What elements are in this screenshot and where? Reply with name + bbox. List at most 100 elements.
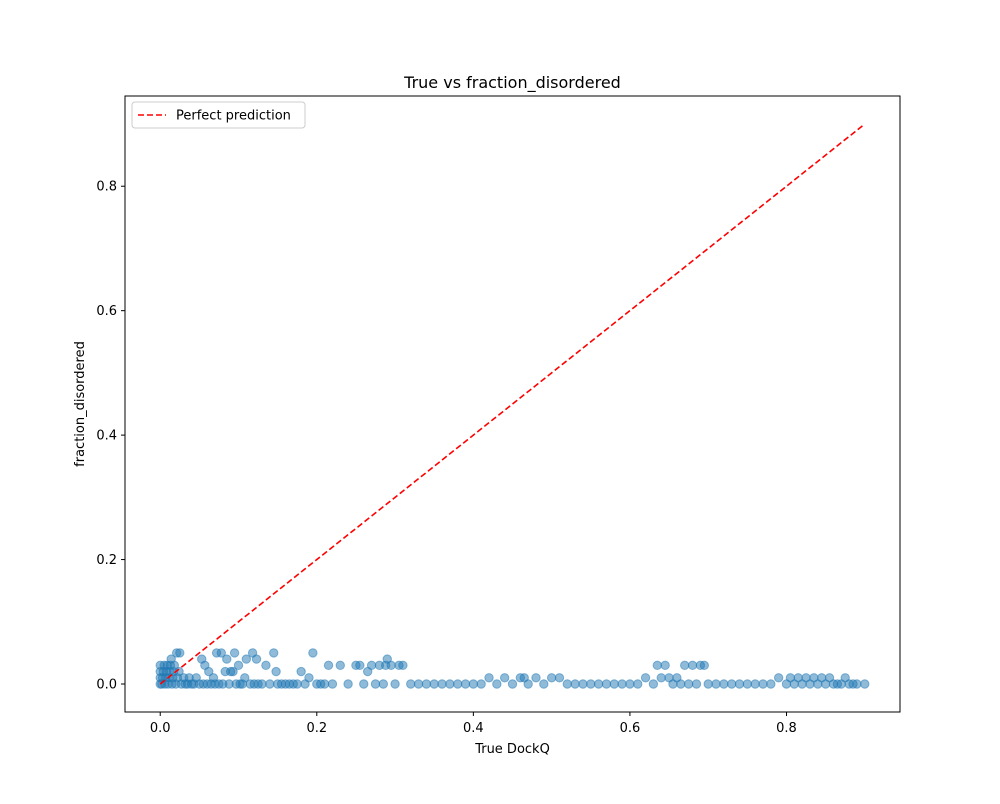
data-point bbox=[271, 666, 281, 677]
data-point bbox=[445, 679, 455, 689]
data-point bbox=[453, 679, 463, 689]
chart-title: True vs fraction_disordered bbox=[403, 73, 621, 93]
perfect-prediction-line bbox=[159, 123, 866, 685]
data-point bbox=[437, 679, 447, 689]
data-point bbox=[216, 648, 226, 658]
data-point bbox=[719, 679, 729, 689]
data-point bbox=[229, 648, 240, 658]
data-point bbox=[366, 660, 377, 671]
data-point bbox=[359, 679, 369, 689]
data-point bbox=[648, 679, 659, 689]
data-point bbox=[742, 679, 753, 689]
data-point bbox=[398, 660, 408, 671]
data-point bbox=[860, 679, 870, 689]
data-point bbox=[499, 673, 510, 683]
data-point bbox=[292, 679, 302, 689]
y-tick-label: 0.8 bbox=[96, 180, 117, 195]
data-point bbox=[531, 673, 541, 683]
data-point bbox=[660, 660, 670, 671]
data-point bbox=[175, 648, 185, 658]
data-point bbox=[265, 679, 275, 689]
x-tick-label: 0.2 bbox=[306, 721, 327, 736]
data-point bbox=[319, 679, 330, 689]
y-tick-label: 0.2 bbox=[96, 553, 117, 568]
data-point bbox=[586, 679, 596, 689]
data-point bbox=[683, 679, 694, 689]
data-point bbox=[492, 679, 502, 689]
x-tick-label: 0.0 bbox=[150, 721, 171, 736]
data-point bbox=[261, 660, 271, 671]
data-point bbox=[562, 679, 572, 689]
data-point bbox=[204, 666, 214, 677]
data-point bbox=[734, 679, 745, 689]
data-point bbox=[370, 679, 381, 689]
data-point bbox=[652, 660, 663, 671]
legend-box bbox=[131, 101, 306, 129]
data-point bbox=[554, 673, 565, 683]
data-point bbox=[507, 679, 518, 689]
legend: Perfect prediction bbox=[131, 101, 306, 129]
data-point bbox=[296, 666, 306, 677]
data-point bbox=[406, 679, 416, 689]
data-point bbox=[355, 660, 365, 671]
data-point bbox=[703, 679, 713, 689]
data-point bbox=[343, 679, 353, 689]
y-tick-label: 0.0 bbox=[96, 678, 117, 693]
plot-area-frame bbox=[124, 95, 901, 713]
data-point bbox=[593, 679, 604, 689]
data-point bbox=[468, 679, 479, 689]
data-point bbox=[460, 679, 471, 689]
data-point bbox=[570, 679, 580, 689]
data-point bbox=[625, 679, 635, 689]
data-point bbox=[676, 679, 686, 689]
x-tick-label: 0.8 bbox=[776, 721, 797, 736]
data-point bbox=[680, 660, 690, 671]
data-point bbox=[378, 679, 389, 689]
data-point bbox=[766, 679, 776, 689]
data-point bbox=[169, 660, 180, 671]
data-point bbox=[758, 679, 768, 689]
data-point bbox=[539, 679, 549, 689]
data-point bbox=[233, 660, 244, 671]
data-point bbox=[750, 679, 760, 689]
data-point bbox=[640, 673, 651, 683]
data-point bbox=[656, 673, 666, 683]
data-point bbox=[222, 654, 232, 664]
data-points bbox=[155, 648, 870, 689]
data-point bbox=[578, 679, 588, 689]
data-point bbox=[257, 679, 267, 689]
data-point bbox=[691, 679, 702, 689]
data-point bbox=[413, 679, 424, 689]
data-point bbox=[484, 673, 494, 683]
data-point bbox=[726, 679, 737, 689]
data-point bbox=[327, 679, 338, 689]
data-point bbox=[429, 679, 439, 689]
data-point bbox=[251, 654, 262, 664]
y-tick-label: 0.4 bbox=[96, 429, 117, 444]
data-point bbox=[687, 660, 698, 671]
data-point bbox=[390, 679, 400, 689]
data-point bbox=[241, 654, 252, 664]
x-axis-ticks: 0.0 0.2 0.4 0.6 0.8 bbox=[150, 712, 797, 736]
data-point bbox=[386, 660, 396, 671]
data-point bbox=[308, 648, 318, 658]
data-point bbox=[476, 679, 486, 689]
data-point bbox=[609, 679, 619, 689]
y-axis-ticks: 0.0 0.2 0.4 0.6 0.8 bbox=[96, 180, 125, 693]
x-tick-label: 0.4 bbox=[463, 721, 484, 736]
data-point bbox=[304, 673, 314, 683]
data-point bbox=[269, 648, 279, 658]
data-point bbox=[523, 679, 533, 689]
data-point bbox=[228, 666, 238, 677]
data-point bbox=[335, 660, 345, 671]
data-point bbox=[421, 679, 432, 689]
y-axis-label: fraction_disordered bbox=[73, 341, 88, 467]
data-point bbox=[546, 673, 557, 683]
data-point bbox=[711, 679, 721, 689]
data-point bbox=[773, 673, 784, 683]
x-tick-label: 0.6 bbox=[620, 721, 641, 736]
data-point bbox=[852, 679, 862, 689]
x-axis-label: True DockQ bbox=[474, 742, 550, 757]
